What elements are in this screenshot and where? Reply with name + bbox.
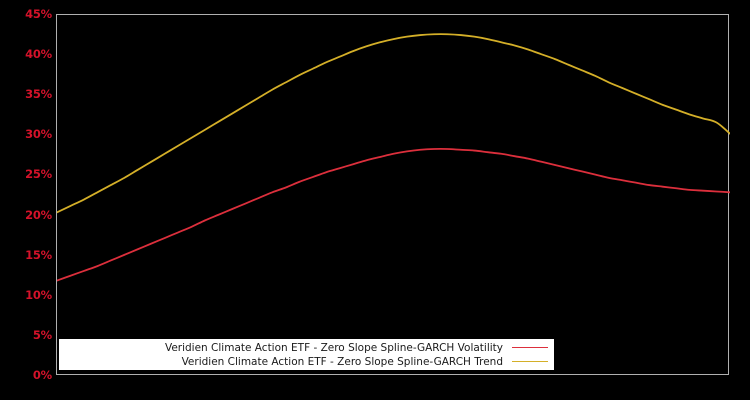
y-tick-label: 25% xyxy=(25,167,52,182)
chart-legend: Veridien Climate Action ETF - Zero Slope… xyxy=(59,339,554,370)
legend-swatch-trend xyxy=(512,361,548,362)
y-tick-label: 35% xyxy=(25,87,52,102)
series-line xyxy=(57,147,730,282)
y-tick-label: 5% xyxy=(32,327,52,342)
legend-label-trend: Veridien Climate Action ETF - Zero Slope… xyxy=(181,355,503,368)
plot-lines xyxy=(57,33,730,282)
legend-label-volatility: Veridien Climate Action ETF - Zero Slope… xyxy=(164,341,503,354)
series-line xyxy=(57,33,730,214)
y-axis-tick-labels: 0% 5% 10% 15% 20% 25% 30% 35% 40% 45% xyxy=(0,0,52,400)
y-tick-label: 40% xyxy=(25,47,52,62)
y-tick-label: 15% xyxy=(25,247,52,262)
plot-area xyxy=(56,14,730,375)
y-tick-label: 10% xyxy=(25,287,52,302)
legend-swatch-volatility xyxy=(512,347,548,348)
legend-entry-volatility: Veridien Climate Action ETF - Zero Slope… xyxy=(59,341,554,355)
y-tick-label: 30% xyxy=(25,127,52,142)
y-tick-label: 45% xyxy=(25,7,52,21)
y-tick-label: 20% xyxy=(25,207,52,222)
legend-entry-trend: Veridien Climate Action ETF - Zero Slope… xyxy=(59,355,554,369)
y-tick-label: 0% xyxy=(32,368,52,382)
